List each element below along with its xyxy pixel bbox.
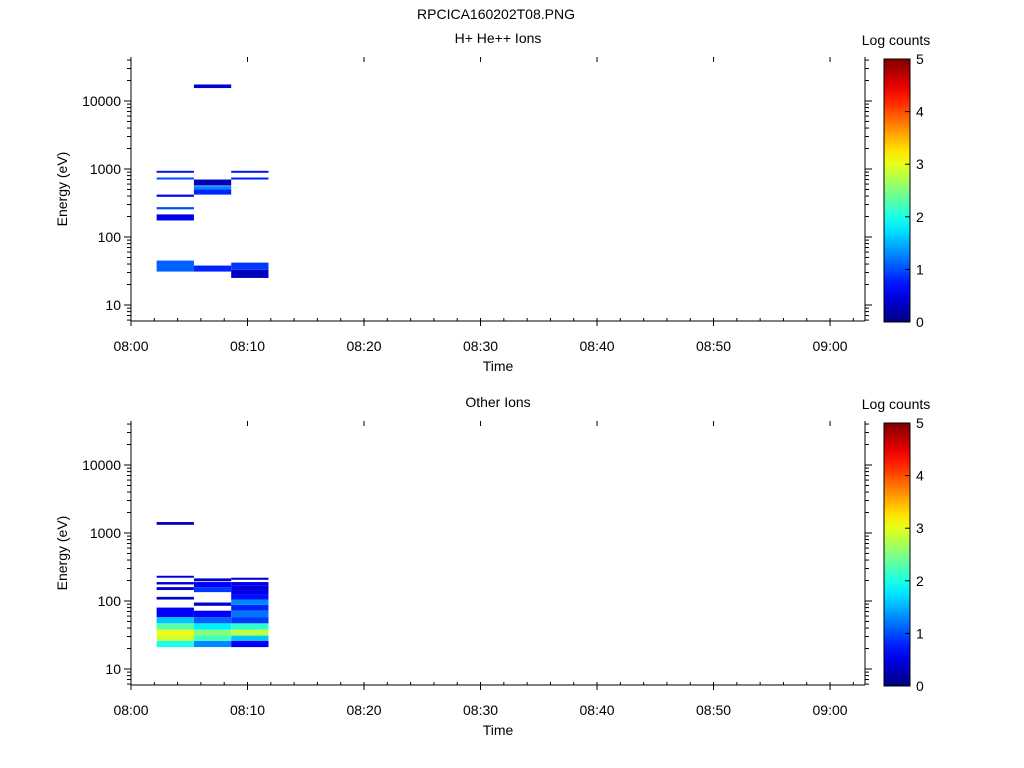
x-tick-label: 08:00 xyxy=(113,338,148,354)
spectrogram-cell xyxy=(231,635,269,641)
y-tick-label: 10 xyxy=(105,297,121,313)
x-axis-label: Time xyxy=(483,358,514,374)
spectrogram-cell xyxy=(193,587,232,593)
spectrogram-cell xyxy=(193,635,232,641)
spectrogram-cell xyxy=(231,640,269,648)
x-tick-label: 08:20 xyxy=(346,338,381,354)
spectrogram-cell xyxy=(231,599,269,605)
x-tick-label: 08:10 xyxy=(230,338,265,354)
x-tick-label: 09:00 xyxy=(813,338,848,354)
x-axis-label: Time xyxy=(483,722,514,738)
x-tick-label: 09:00 xyxy=(813,702,848,718)
y-tick-label: 1000 xyxy=(90,161,121,177)
spectrogram-cell xyxy=(156,214,194,221)
x-tick-label: 08:30 xyxy=(463,338,498,354)
spectrogram-cell xyxy=(156,260,194,272)
colorbar-tick-label: 2 xyxy=(916,209,924,225)
spectrogram-cell xyxy=(193,623,232,630)
colorbar xyxy=(883,58,911,323)
colorbar-tick-label: 1 xyxy=(916,261,924,277)
y-tick-label: 100 xyxy=(98,593,122,609)
spectrogram-cell xyxy=(156,522,194,525)
spectrogram-cell xyxy=(193,629,232,636)
colorbar-tick-label: 0 xyxy=(916,314,924,330)
colorbar-tick-label: 3 xyxy=(916,156,924,172)
spectrogram-cell xyxy=(156,587,194,591)
spectrogram-cell xyxy=(231,170,269,173)
x-tick-label: 08:50 xyxy=(696,702,731,718)
spectrogram-cell xyxy=(156,177,194,180)
spectrogram-cell xyxy=(231,617,269,624)
x-tick-label: 08:20 xyxy=(346,702,381,718)
y-tick-label: 10 xyxy=(105,661,121,677)
spectrogram-cell xyxy=(193,617,232,624)
panel-title: H+ He++ Ions xyxy=(455,30,542,46)
x-tick-label: 08:40 xyxy=(580,702,615,718)
spectrogram-cell xyxy=(231,577,269,580)
spectrogram-cell xyxy=(231,623,269,630)
x-tick-label: 08:30 xyxy=(463,702,498,718)
spectrogram-cell xyxy=(231,269,269,278)
y-axis-label: Energy (eV) xyxy=(54,516,70,591)
y-tick-label: 10000 xyxy=(82,93,121,109)
colorbar-tick-label: 2 xyxy=(916,573,924,589)
spectrogram-cell xyxy=(231,262,269,270)
y-tick-label: 10000 xyxy=(82,457,121,473)
spectrogram-cell xyxy=(193,578,232,582)
spectrogram-cell xyxy=(231,604,269,611)
spectrogram-cell xyxy=(193,582,232,588)
y-axis-label: Energy (eV) xyxy=(54,152,70,227)
spectrogram-cell xyxy=(156,629,194,636)
spectrogram-cell xyxy=(231,594,269,600)
spectrogram-cell xyxy=(231,629,269,636)
x-tick-label: 08:10 xyxy=(230,702,265,718)
spectrogram-cell xyxy=(193,602,232,606)
spectrogram-cell xyxy=(193,265,232,272)
colorbar-tick-label: 5 xyxy=(916,415,924,431)
spectrogram-cell xyxy=(156,607,194,618)
colorbar-tick-label: 4 xyxy=(916,468,924,484)
spectrogram-cell xyxy=(193,179,232,186)
colorbar-label: Log counts xyxy=(862,396,931,412)
colorbar-tick-label: 4 xyxy=(916,104,924,120)
spectrogram-cell xyxy=(156,623,194,630)
panel-h-he-ions: 08:00 08:10 08:20 08:30 08:40 08:50 09:0010100… xyxy=(54,30,930,374)
panel-other-ions: 08:00 08:10 08:20 08:30 08:40 08:50 09:0010100… xyxy=(54,394,930,738)
x-tick-label: 08:50 xyxy=(696,338,731,354)
spectrogram-cell xyxy=(231,610,269,618)
spectrogram-cell xyxy=(156,194,194,197)
spectrogram-cell xyxy=(193,640,232,648)
spectrogram-cell xyxy=(193,186,232,190)
spectrogram-cell xyxy=(156,582,194,585)
x-tick-label: 08:40 xyxy=(580,338,615,354)
spectrogram-cells xyxy=(156,522,269,648)
colorbar-tick-label: 0 xyxy=(916,678,924,694)
spectrogram-cell xyxy=(156,617,194,624)
spectrogram-cell xyxy=(156,640,194,648)
colorbar-tick-label: 3 xyxy=(916,520,924,536)
colorbar-tick-label: 1 xyxy=(916,625,924,641)
colorbar-tick-label: 5 xyxy=(916,51,924,67)
spectrogram-cell xyxy=(193,610,232,618)
spectrogram-cell xyxy=(156,575,194,578)
x-tick-label: 08:00 xyxy=(113,702,148,718)
colorbar-label: Log counts xyxy=(862,32,931,48)
spectrogram-cells xyxy=(156,84,269,278)
panel-title: Other Ions xyxy=(465,394,530,410)
spectrogram-cell xyxy=(231,177,269,180)
spectrogram-cell xyxy=(156,596,194,600)
y-tick-label: 100 xyxy=(98,229,122,245)
spectrogram-cell xyxy=(231,589,269,595)
spectrogram-cell xyxy=(156,635,194,641)
y-tick-label: 1000 xyxy=(90,525,121,541)
colorbar xyxy=(883,422,911,687)
spectrogram-cell xyxy=(156,207,194,210)
spectrogram-cell xyxy=(193,84,232,89)
spectrogram-cell xyxy=(231,585,269,590)
spectrogram-cell xyxy=(193,189,232,195)
spectrogram-cell xyxy=(231,582,269,586)
spectrogram-cell xyxy=(156,170,194,173)
figure-title: RPCICA160202T08.PNG xyxy=(417,6,575,22)
